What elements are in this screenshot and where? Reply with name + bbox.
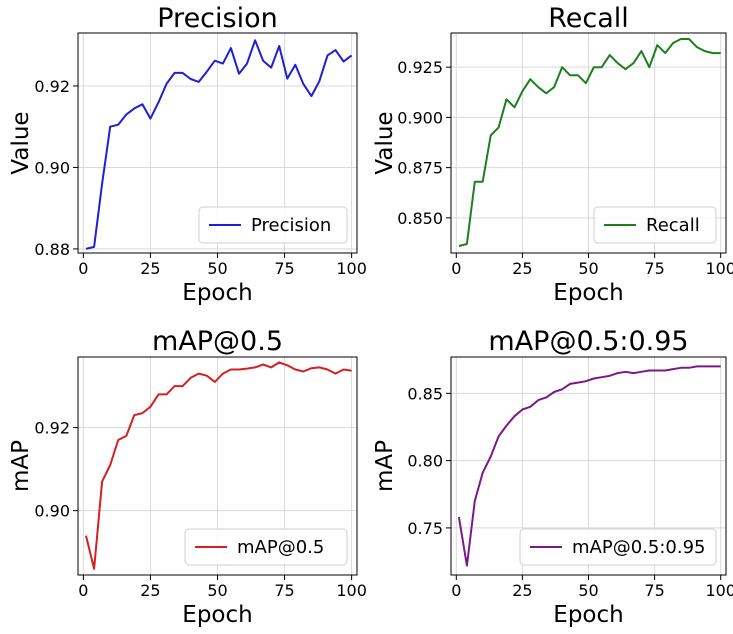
y-axis-label: mAP: [372, 440, 398, 492]
y-tick-label: 0.90: [34, 158, 70, 177]
x-tick-label: 100: [336, 581, 367, 600]
legend-label: mAP@0.5: [237, 537, 324, 558]
y-tick-label: 0.900: [397, 108, 443, 127]
chart-title: Precision: [157, 3, 277, 34]
y-axis-label: mAP: [8, 440, 34, 492]
x-tick-label: 100: [336, 259, 367, 278]
y-tick-label: 0.80: [407, 452, 443, 471]
y-tick-label: 0.75: [407, 519, 443, 538]
chart-panel-4: 0 25 50 75 100 0.75 0.80 0.85 mAP@0.5:0.95 Epoch m…: [372, 326, 733, 628]
x-tick-label: 50: [207, 581, 227, 600]
x-tick-label: 50: [578, 581, 598, 600]
chart-panel-3: 0 25 50 75 100 0.90 0.92 mAP@0.5 Epoch mAP mAP@0.5: [8, 326, 367, 628]
legend-box: [198, 206, 348, 244]
legend-box: [519, 528, 717, 566]
y-tick-label: 0.875: [397, 159, 443, 178]
legend-label: Recall: [646, 215, 700, 236]
x-tick-label: 50: [207, 259, 227, 278]
legend: mAP@0.5: [184, 528, 348, 566]
legend-label: mAP@0.5:0.95: [572, 537, 705, 558]
legend: mAP@0.5:0.95: [519, 528, 717, 566]
y-tick-label: 0.925: [397, 58, 443, 77]
x-tick-label: 25: [140, 581, 160, 600]
x-tick-label: 0: [451, 581, 461, 600]
y-tick-label: 0.92: [34, 77, 70, 96]
x-tick-label: 25: [512, 581, 532, 600]
y-axis-label: Value: [8, 111, 34, 174]
y-tick-label: 0.92: [34, 419, 70, 438]
x-axis-label: Epoch: [182, 602, 252, 628]
series-line-map-0-5: [85, 361, 352, 570]
y-tick-label: 0.85: [407, 384, 443, 403]
x-tick-label: 0: [78, 581, 88, 600]
legend: Recall: [593, 206, 717, 244]
x-tick-label: 75: [644, 581, 664, 600]
legend: Precision: [198, 206, 348, 244]
chart-panel-2: 0 25 50 75 100 0.850 0.875 0.900 0.925 Recall Epoc…: [372, 3, 733, 306]
series-line-recall: [458, 38, 721, 247]
x-axis-label: Epoch: [182, 280, 252, 306]
series-line-map-0-5-0-95: [457, 365, 721, 567]
x-tick-label: 75: [644, 259, 664, 278]
y-axis-label: Value: [372, 111, 398, 174]
x-axis-label: Epoch: [553, 602, 623, 628]
y-tick-label: 0.90: [34, 502, 70, 521]
x-axis-label: Epoch: [553, 280, 623, 306]
chart-title: mAP@0.5:0.95: [488, 326, 688, 357]
y-tick-label: 0.850: [397, 209, 443, 228]
x-tick-label: 0: [78, 259, 88, 278]
x-tick-label: 0: [451, 259, 461, 278]
x-tick-label: 75: [274, 259, 294, 278]
x-tick-label: 25: [512, 259, 532, 278]
x-tick-label: 100: [705, 581, 733, 600]
chart-title: mAP@0.5: [152, 326, 283, 357]
y-tick-label: 0.88: [34, 240, 70, 259]
x-tick-label: 75: [274, 581, 294, 600]
chart-title: Recall: [548, 3, 629, 34]
x-tick-label: 100: [705, 259, 733, 278]
legend-label: Precision: [251, 215, 331, 236]
legend-box: [593, 206, 717, 244]
x-tick-label: 50: [578, 259, 598, 278]
chart-panel-1: 0 25 50 75 100 0.88 0.90 0.92 Precision Epoch Valu…: [8, 3, 367, 306]
series-line-precision: [85, 39, 353, 250]
legend-box: [184, 528, 348, 566]
x-tick-label: 25: [140, 259, 160, 278]
